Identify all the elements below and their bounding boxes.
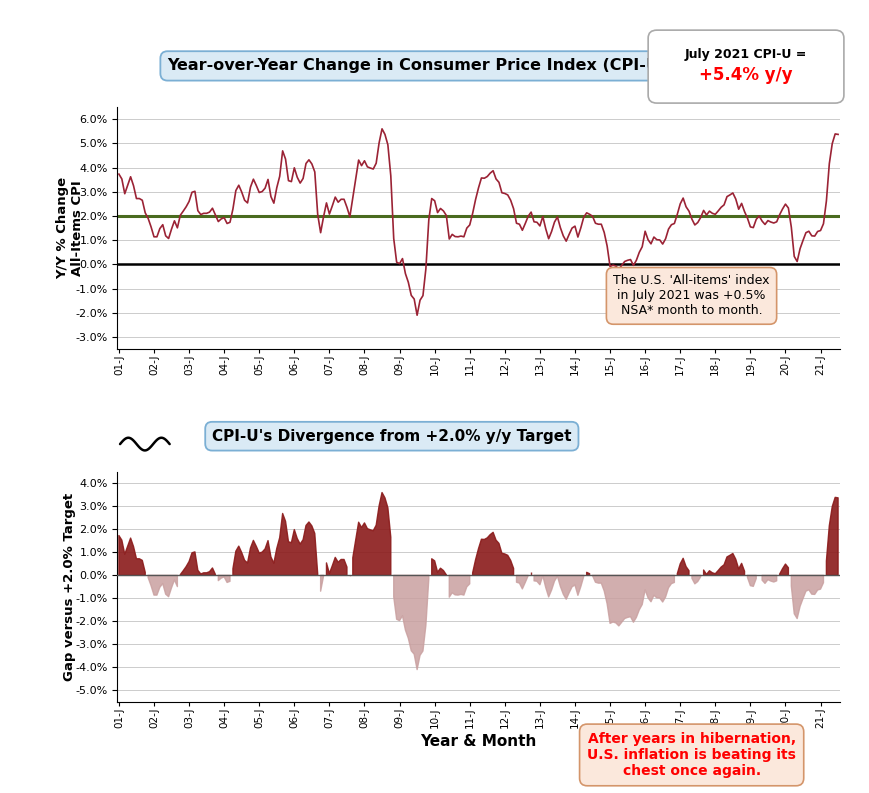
Text: Year-over-Year Change in Consumer Price Index (CPI-U): Year-over-Year Change in Consumer Price … (168, 59, 666, 74)
Y-axis label: Y/Y % Change
All-Items CPI: Y/Y % Change All-Items CPI (56, 177, 83, 279)
Text: July 2021 CPI-U =: July 2021 CPI-U = (684, 48, 806, 61)
Text: The U.S. 'All-items' index
in July 2021 was +0.5%
NSA* month to month.: The U.S. 'All-items' index in July 2021 … (613, 274, 769, 317)
Text: After years in hibernation,
U.S. inflation is beating its
chest once again.: After years in hibernation, U.S. inflati… (587, 732, 795, 778)
Y-axis label: Gap versus +2.0% Target: Gap versus +2.0% Target (63, 492, 76, 681)
X-axis label: Year & Month: Year & Month (420, 734, 536, 749)
Text: +5.4% y/y: +5.4% y/y (698, 66, 792, 83)
Text: CPI-U's Divergence from +2.0% y/y Target: CPI-U's Divergence from +2.0% y/y Target (212, 429, 571, 444)
